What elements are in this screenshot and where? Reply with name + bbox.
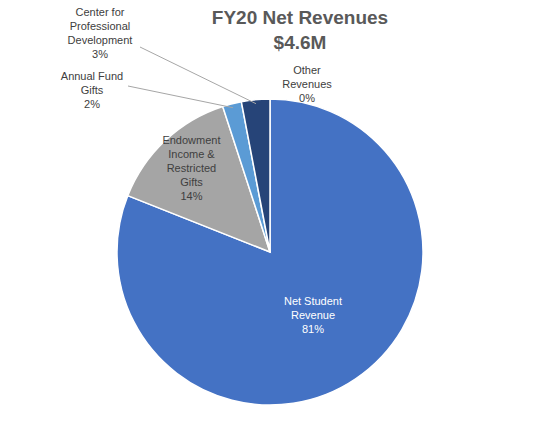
pie-slice	[270, 99, 271, 252]
chart-container: FY20 Net Revenues$4.6MNet StudentRevenue…	[0, 0, 537, 439]
pie-slice	[241, 99, 270, 252]
slice-value-label: 3%	[92, 48, 108, 60]
slice-value-label: 2%	[84, 98, 100, 110]
pie-slice	[117, 99, 423, 405]
slice-value-label: 0%	[299, 92, 315, 104]
leader-line	[140, 47, 256, 104]
background	[0, 0, 537, 439]
labels: Net StudentRevenue 81% EndowmentIncome &Re…	[61, 6, 342, 335]
slice-label: EndowmentIncome &RestrictedGifts	[162, 134, 220, 188]
slice-label: Annual FundGifts	[61, 70, 123, 96]
chart-svg: FY20 Net Revenues$4.6MNet StudentRevenue…	[0, 0, 537, 439]
slice-value-label: 14%	[180, 190, 202, 202]
slice-value-label: 81%	[302, 323, 324, 335]
slice-label: OtherRevenues	[282, 64, 332, 90]
leader-line	[128, 86, 233, 108]
subtitle: $4.6M	[274, 32, 327, 53]
slice-label: Center forProfessionalDevelopment	[68, 6, 133, 46]
slice-label: Net StudentRevenue	[284, 295, 342, 321]
title: FY20 Net Revenues	[212, 7, 388, 28]
slices	[117, 99, 423, 405]
